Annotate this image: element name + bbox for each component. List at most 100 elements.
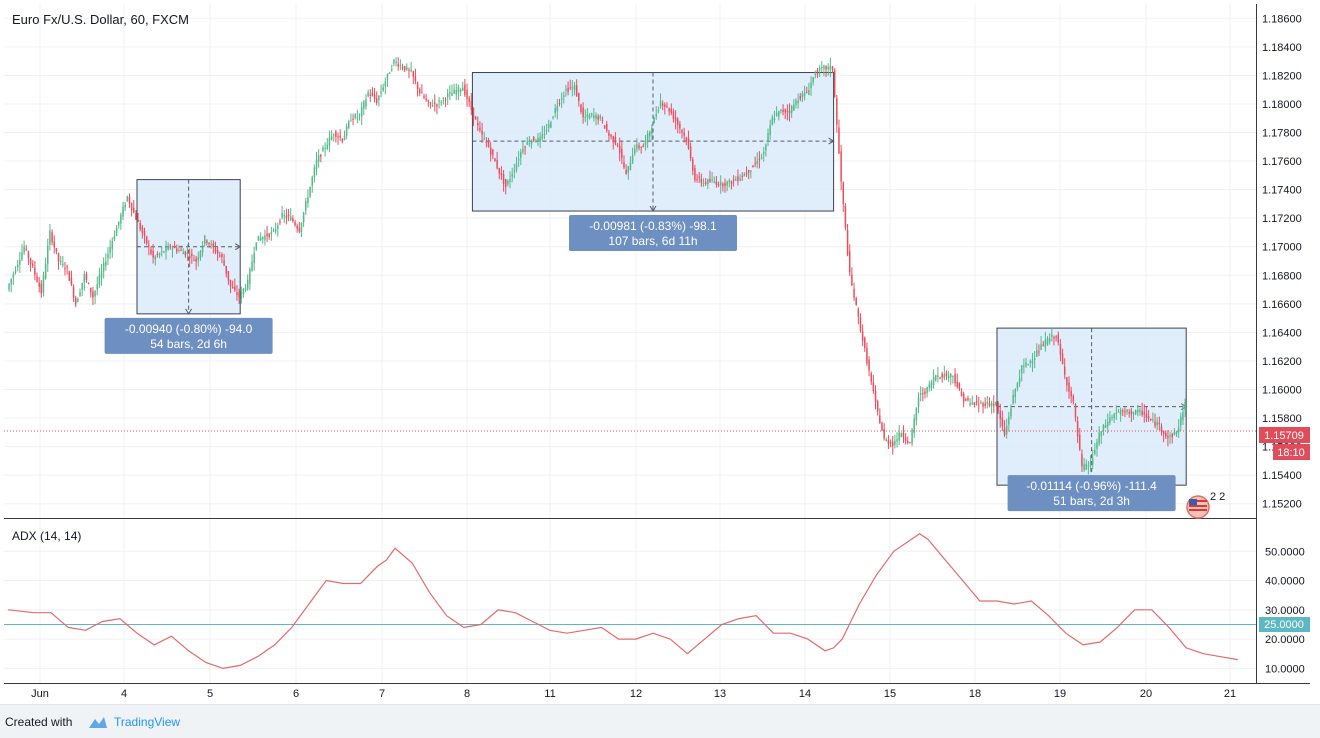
candle-body — [1167, 435, 1169, 439]
candle-body — [737, 176, 739, 181]
candle-body — [360, 107, 363, 117]
candle-body — [186, 252, 189, 254]
footer-brand-link[interactable]: TradingView — [114, 715, 181, 729]
candle-body — [283, 214, 286, 217]
candle-body — [100, 270, 103, 278]
candle-body — [586, 114, 589, 118]
candle-body — [152, 250, 154, 258]
candle-body — [94, 290, 96, 297]
candle-body — [98, 275, 101, 285]
candle-body — [614, 136, 617, 144]
candle-body — [526, 142, 528, 145]
us-flag-event-icon[interactable] — [1186, 495, 1210, 519]
measure-box[interactable] — [471, 72, 835, 212]
candle-body — [1012, 394, 1014, 404]
candle-body — [173, 245, 176, 248]
candle-body — [335, 131, 337, 138]
candle-body — [324, 148, 326, 150]
candle-body — [1091, 457, 1094, 465]
candle-body — [668, 108, 670, 112]
candle-body — [442, 97, 445, 99]
footer: Created with TradingView — [0, 704, 1320, 738]
candle-body — [182, 252, 184, 255]
candle-body — [1057, 334, 1060, 343]
candle-body — [156, 254, 159, 256]
candle-body — [253, 253, 255, 264]
candle-body — [133, 207, 135, 213]
candle-body — [461, 87, 464, 91]
candle-body — [470, 101, 473, 111]
candle-body — [472, 107, 475, 119]
candle-body — [539, 137, 541, 142]
candle-body — [279, 221, 281, 223]
candle-body — [57, 253, 60, 262]
candle-body — [874, 390, 877, 402]
candle-body — [977, 403, 980, 405]
candle-body — [582, 107, 584, 118]
candle-body — [515, 163, 518, 171]
candle-body — [1031, 360, 1034, 364]
candle-body — [709, 179, 711, 182]
candle-body — [227, 271, 230, 281]
candle-body — [1046, 337, 1049, 345]
candle-body — [1014, 389, 1017, 398]
candle-body — [625, 169, 627, 174]
candle-body — [758, 159, 761, 161]
candle-body — [87, 283, 90, 285]
candle-body — [421, 92, 423, 94]
countdown-value: 18:10 — [1277, 447, 1305, 459]
candle-body — [1143, 412, 1146, 415]
candle-body — [1016, 383, 1019, 389]
candle-body — [354, 114, 356, 118]
candle-body — [386, 73, 389, 80]
candle-body — [569, 87, 571, 89]
candle-body — [236, 292, 238, 295]
candle-body — [790, 106, 793, 113]
candle-body — [1036, 350, 1038, 357]
candle-body — [1003, 428, 1006, 436]
measure-label-bg — [1007, 475, 1176, 512]
candle-body — [952, 375, 954, 377]
candle-body — [818, 67, 821, 71]
candle-body — [309, 186, 311, 197]
candle-body — [821, 67, 823, 69]
candle-body — [945, 372, 948, 377]
candle-body — [922, 393, 924, 395]
candles — [4, 57, 1256, 475]
candle-body — [70, 277, 73, 285]
candle-body — [911, 429, 913, 444]
candle-body — [311, 177, 313, 186]
candle-body — [1162, 431, 1165, 435]
candle-body — [784, 109, 786, 113]
candle-body — [696, 179, 698, 181]
candle-body — [689, 146, 692, 159]
candle-body — [1005, 425, 1008, 435]
candle-body — [965, 398, 967, 401]
candle-body — [926, 387, 928, 394]
candle-body — [1180, 416, 1182, 426]
candle-body — [550, 122, 552, 128]
candle-body — [438, 100, 440, 102]
candle-body — [292, 218, 294, 222]
candle-body — [997, 402, 999, 412]
candle-body — [990, 403, 993, 407]
candle-body — [659, 101, 662, 107]
candle-body — [143, 230, 146, 236]
candle-body — [440, 101, 442, 103]
candle-body — [808, 89, 810, 95]
candle-body — [930, 382, 933, 389]
candle-body — [1044, 339, 1047, 348]
candle-body — [268, 233, 270, 238]
candle-body — [350, 120, 352, 122]
candle-body — [556, 105, 559, 112]
candle-body — [128, 196, 131, 204]
candle-body — [601, 120, 604, 122]
candle-body — [1169, 435, 1171, 437]
candle-body — [85, 274, 88, 280]
candle-body — [560, 98, 563, 100]
candle-body — [780, 109, 782, 112]
candle-body — [565, 88, 567, 91]
tradingview-cloud-icon[interactable] — [85, 714, 109, 730]
candle-body — [745, 173, 748, 175]
candle-body — [608, 132, 610, 136]
